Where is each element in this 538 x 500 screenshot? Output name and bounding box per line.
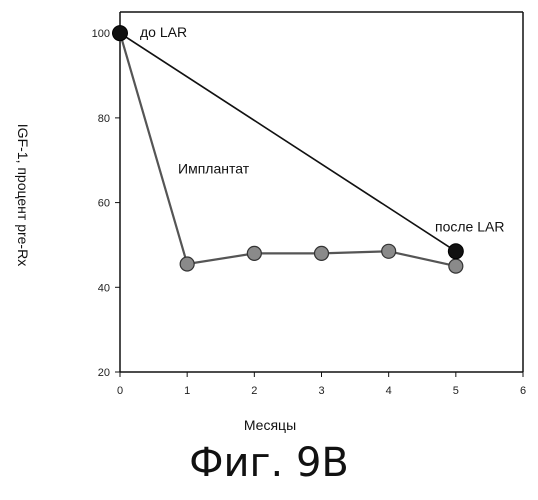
x-tick-label: 4 [386,385,392,397]
data-point [247,246,261,260]
series-line [120,33,456,251]
y-tick-label: 60 [98,198,110,210]
data-point [113,26,128,41]
chart: 0 1 2 3 4 5 6 20 40 60 80 100 до LAR Имплантат после… [0,0,538,440]
y-axis-title: IGF-1, процент pre-Rx [15,124,31,266]
annotation-label: до LAR [140,24,187,40]
y-tick-label: 40 [98,282,110,294]
y-tick-label: 80 [98,113,110,125]
data-point [449,259,463,273]
annotations: до LAR Имплантат после LAR [140,24,504,234]
x-tick-label: 3 [318,385,324,397]
x-tick-label: 1 [184,385,190,397]
x-tick-label: 2 [251,385,257,397]
x-tick-label: 0 [117,385,123,397]
y-tick-label: 100 [92,28,110,40]
x-axis-title: Месяцы [244,417,296,433]
annotation-label: после LAR [435,218,504,234]
x-tick-label: 6 [520,385,526,397]
x-ticks: 0 1 2 3 4 5 6 [117,372,526,397]
data-point [448,244,463,259]
axes [120,12,523,372]
y-tick-label: 20 [98,367,110,379]
data-point [315,246,329,260]
series-line [120,33,456,266]
y-ticks: 20 40 60 80 100 [92,28,120,379]
annotation-label: Имплантат [178,161,250,177]
data-point [382,244,396,258]
data-point [180,257,194,271]
x-tick-label: 5 [453,385,459,397]
figure-caption: Фиг. 9B [0,440,538,486]
series-lines [120,33,456,266]
